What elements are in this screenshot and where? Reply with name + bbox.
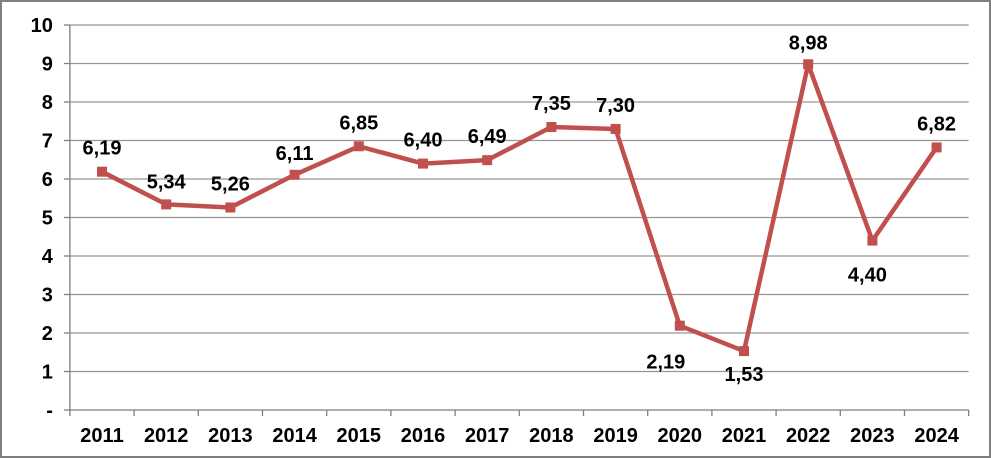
data-label: 4,40 bbox=[848, 265, 887, 287]
data-label: 7,30 bbox=[596, 95, 635, 117]
y-axis-tick-label: 5 bbox=[42, 208, 53, 230]
x-axis-tick-label: 2015 bbox=[337, 425, 382, 447]
y-axis-tick-label: 8 bbox=[42, 92, 53, 114]
data-label: 6,11 bbox=[276, 143, 314, 165]
y-axis-tick-label: 4 bbox=[42, 246, 54, 268]
x-axis-tick-label: 2021 bbox=[722, 425, 767, 447]
x-axis-tick-label: 2019 bbox=[593, 425, 638, 447]
data-point-marker bbox=[803, 59, 814, 70]
x-axis-tick-label: 2023 bbox=[850, 425, 895, 447]
data-label: 6,85 bbox=[339, 112, 378, 134]
x-axis-tick-label: 2013 bbox=[208, 425, 253, 447]
data-point-marker bbox=[161, 199, 172, 210]
x-axis-tick-label: 2016 bbox=[401, 425, 446, 447]
y-axis-tick-label: - bbox=[46, 400, 53, 422]
x-axis-tick-label: 2018 bbox=[529, 425, 574, 447]
data-label: 1,53 bbox=[725, 364, 764, 386]
data-label: 6,40 bbox=[404, 130, 443, 152]
data-point-marker bbox=[610, 123, 621, 134]
y-axis-tick-label: 9 bbox=[42, 54, 53, 76]
x-axis-tick-label: 2024 bbox=[914, 425, 959, 447]
data-label: 5,26 bbox=[211, 173, 250, 195]
x-axis-tick-label: 2011 bbox=[80, 425, 123, 447]
x-axis-tick-label: 2014 bbox=[272, 425, 317, 447]
y-axis-tick-label: 1 bbox=[42, 362, 53, 384]
data-label: 6,49 bbox=[468, 126, 507, 148]
y-axis-tick-label: 10 bbox=[31, 15, 53, 37]
y-axis-tick-label: 7 bbox=[42, 131, 53, 153]
data-point-marker bbox=[931, 142, 942, 153]
data-point-marker bbox=[418, 158, 428, 169]
data-point-marker bbox=[289, 169, 300, 180]
x-axis-tick-label: 2022 bbox=[786, 425, 831, 447]
series-line bbox=[99, 62, 939, 354]
data-point-marker bbox=[739, 346, 749, 357]
data-point-marker bbox=[482, 155, 493, 166]
data-point-marker bbox=[546, 122, 557, 133]
x-axis-tick-label: 2017 bbox=[465, 425, 510, 447]
data-label: 2,19 bbox=[646, 352, 685, 374]
x-axis-tick-label: 2020 bbox=[658, 425, 703, 447]
data-label: 6,82 bbox=[917, 113, 956, 135]
data-point-marker bbox=[867, 235, 878, 246]
data-label: 7,35 bbox=[532, 93, 571, 115]
data-point-marker bbox=[674, 320, 685, 331]
data-label: 8,98 bbox=[789, 32, 828, 54]
x-axis-tick-label: 2012 bbox=[144, 425, 189, 447]
data-point-marker bbox=[353, 141, 364, 152]
data-label: 6,19 bbox=[83, 138, 122, 160]
data-point-marker bbox=[97, 166, 107, 177]
y-axis-tick-label: 3 bbox=[42, 285, 53, 307]
data-label: 5,34 bbox=[147, 171, 187, 193]
data-point-marker bbox=[225, 202, 236, 213]
y-axis-tick-label: 6 bbox=[42, 169, 53, 191]
y-axis-tick-label: 2 bbox=[42, 323, 53, 345]
